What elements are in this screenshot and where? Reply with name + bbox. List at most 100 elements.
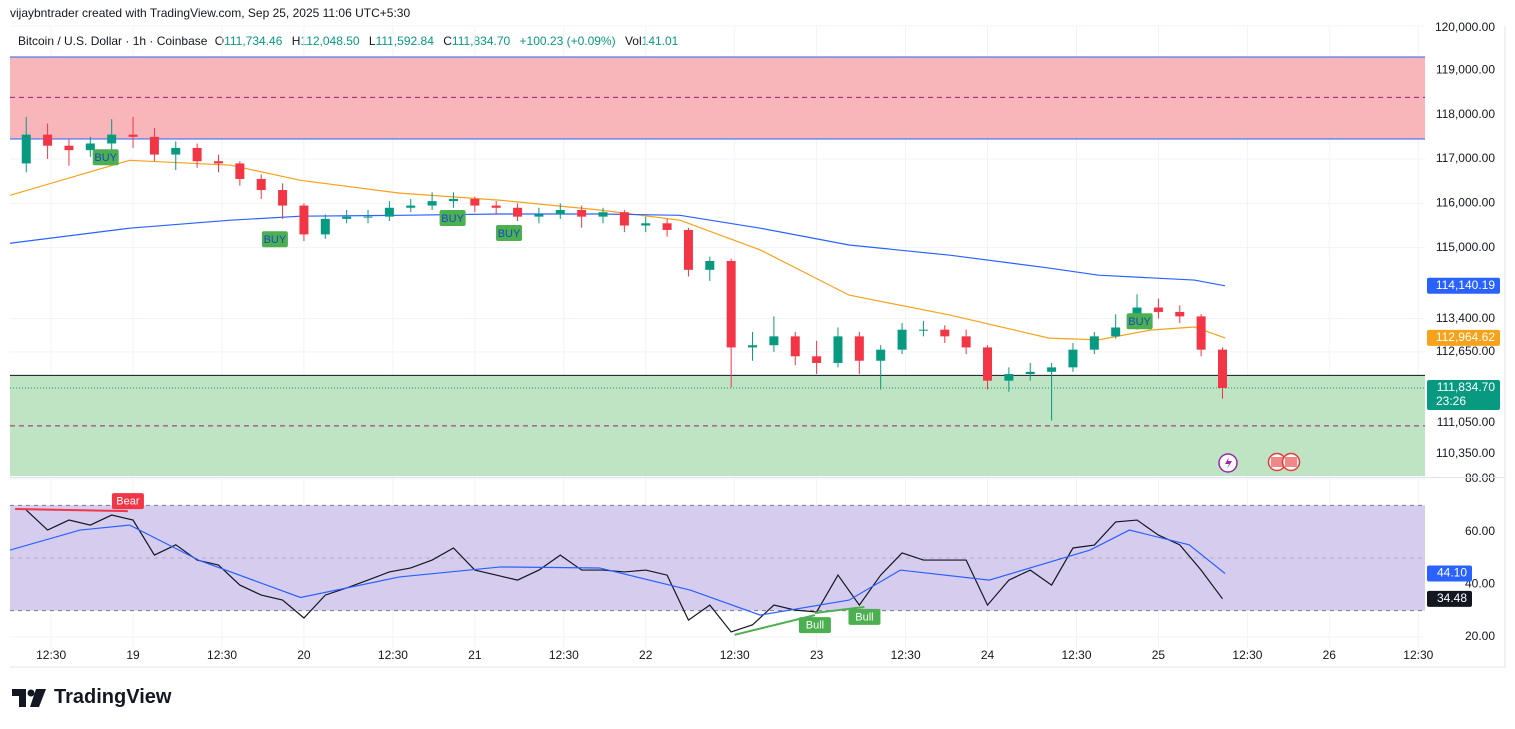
candle-body: [726, 260, 736, 348]
candle-body: [235, 163, 245, 179]
countdown: 23:26: [1436, 394, 1466, 408]
signal-label: BUY: [498, 228, 521, 240]
moving-average: [10, 213, 1226, 287]
y-tick-label: 116,000.00: [1436, 196, 1495, 210]
candle-body: [1089, 336, 1099, 350]
candle-body: [213, 161, 223, 164]
x-tick-label: 12:30: [720, 648, 750, 662]
x-tick-label: 21: [468, 648, 482, 662]
x-tick-label: 12:30: [378, 648, 408, 662]
candle-body: [128, 134, 138, 137]
x-tick-label: 12:30: [549, 648, 579, 662]
candle-body: [1217, 349, 1227, 389]
ma-tag-label: 114,140.19: [1436, 278, 1495, 292]
candle-body: [1025, 371, 1035, 375]
last-price-tag-label: 111,834.70: [1437, 380, 1496, 394]
last-price-tag: [1427, 380, 1500, 411]
rsi-tick-label: 40.00: [1465, 576, 1495, 590]
y-tick-label: 117,000.00: [1436, 151, 1495, 165]
x-tick-label: 26: [1323, 648, 1337, 662]
y-tick-label: 118,000.00: [1436, 107, 1495, 121]
candle-body: [21, 134, 31, 164]
candle-body: [769, 336, 779, 346]
x-tick-label: 25: [1152, 648, 1166, 662]
footer: TradingView: [12, 686, 171, 709]
x-tick-label: 12:30: [1403, 648, 1433, 662]
signal-label: BUY: [1128, 316, 1151, 328]
y-tick-label: 115,000.00: [1436, 240, 1495, 254]
signal-label: BUY: [441, 213, 464, 225]
divergence-label-box: [798, 617, 831, 634]
ma-tag: [1427, 277, 1500, 294]
candle-body: [1047, 367, 1057, 372]
candle-body: [598, 212, 608, 217]
candle-body: [961, 336, 971, 348]
rsi-pane: [10, 504, 1425, 636]
candle-body: [854, 336, 864, 361]
axes: 12:30 19 12:30 20 12:30 21 12:30 22 12:30 23 12:30…: [36, 20, 1500, 662]
x-tick-label: 19: [126, 648, 140, 662]
candle-body: [876, 349, 886, 361]
x-tick-label: 12:30: [891, 648, 921, 662]
candle-body: [918, 329, 928, 331]
rsi-tick-label: 20.00: [1465, 629, 1495, 643]
divergence-label: Bear: [116, 496, 140, 508]
candle-body: [320, 218, 330, 235]
rsi-tag-label: 34.48: [1437, 591, 1467, 605]
signal-box: [496, 225, 523, 242]
divergence-line: [814, 605, 865, 614]
volume-label: Vol: [624, 34, 642, 48]
candle-body: [1196, 316, 1206, 350]
y-tick-label: 113,400.00: [1436, 311, 1495, 325]
candle-body: [940, 329, 950, 337]
candle-body: [64, 145, 74, 151]
candle-body: [470, 198, 480, 206]
y-tick-label: 110,350.00: [1436, 446, 1495, 460]
high-label: H: [291, 34, 301, 48]
divergence-line: [15, 508, 128, 513]
candle-body: [897, 329, 907, 350]
rsi-tag: [1427, 590, 1472, 607]
x-tick-label: 23: [810, 648, 824, 662]
moving-average: [10, 159, 1226, 341]
candle-body: [833, 336, 843, 363]
close-label: C: [443, 34, 452, 48]
candle-body: [812, 356, 822, 363]
ma-tag: [1427, 329, 1500, 346]
price-pane: BUY BUY BUY BUY BUY: [10, 56, 1425, 476]
signal-box: [439, 209, 466, 226]
zone: [10, 375, 1425, 476]
candle-body: [427, 201, 437, 206]
attribution: vijaybntrader created with TradingView.c…: [10, 6, 411, 20]
candle-body: [1111, 327, 1121, 337]
candle-body: [748, 345, 758, 348]
flag: [1285, 457, 1297, 467]
candle-body: [983, 347, 993, 381]
x-tick-label: 12:30: [36, 648, 66, 662]
candle-body: [363, 216, 373, 218]
y-tick-label: 119,000.00: [1436, 63, 1495, 77]
symbol: Bitcoin / U.S. Dollar · 1h · Coinbase: [18, 34, 208, 48]
change: +100.23 (+0.09%): [519, 34, 616, 48]
candle-body: [448, 198, 458, 202]
divergence-label-box: [111, 493, 144, 510]
candle-body: [149, 136, 159, 155]
candle-body: [278, 190, 288, 206]
flag: [1271, 457, 1283, 467]
y-tick-label: 112,650.00: [1436, 344, 1495, 358]
candle-body: [406, 205, 416, 208]
rsi-tick-label: 80.00: [1465, 471, 1495, 485]
event-icons: [1218, 452, 1301, 473]
candle-body: [555, 209, 565, 215]
brand: TradingView: [54, 686, 172, 708]
close-value: 111,834.70: [451, 34, 511, 48]
rsi-tag: [1427, 565, 1472, 582]
signal-box: [1126, 313, 1153, 330]
signal-box: [261, 231, 288, 248]
high-value: 112,048.50: [300, 34, 360, 48]
candle-body: [85, 143, 95, 151]
signal-box: [92, 149, 119, 166]
rsi-line: [25, 509, 1223, 633]
rsi-tag-label: 44.10: [1437, 566, 1467, 580]
candle-body: [662, 223, 672, 230]
